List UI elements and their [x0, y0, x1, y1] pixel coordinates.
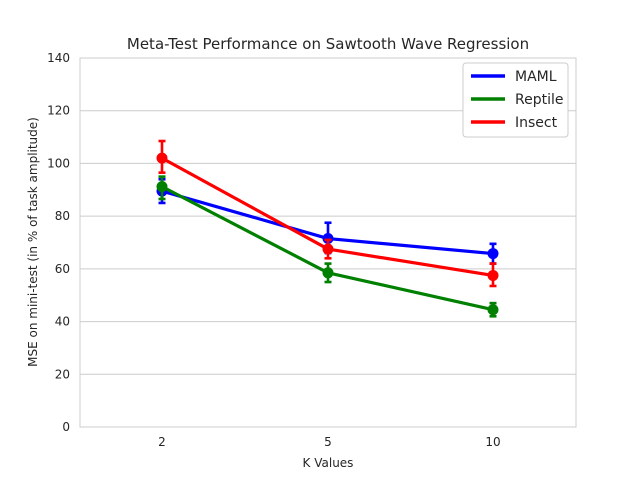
y-tick-label-100: 100 [47, 156, 70, 170]
y-tick-label-60: 60 [55, 262, 70, 276]
legend-box [462, 62, 569, 138]
reptile-point-10 [487, 304, 499, 316]
series-layer [156, 139, 499, 318]
legend-label-insect: Insect [515, 115, 558, 131]
x-tick-labels: 2 5 10 [158, 435, 500, 449]
y-tick-label-80: 80 [55, 209, 70, 223]
legend-label-reptile: Reptile [515, 92, 563, 108]
chart-title: Meta-Test Performance on Sawtooth Wave R… [127, 35, 529, 53]
maml-point-10 [487, 248, 499, 260]
x-tick-label-10: 10 [485, 435, 500, 449]
maml-point-5 [322, 233, 334, 245]
legend: MAML Reptile Insect [462, 62, 569, 138]
series-insect [156, 139, 499, 288]
y-tick-label-140: 140 [47, 51, 70, 65]
y-axis-label: MSE on mini-test (in % of task amplitude… [26, 117, 40, 367]
y-tick-label-120: 120 [47, 104, 70, 118]
y-tick-label-20: 20 [55, 367, 70, 381]
insect-point-2 [156, 152, 168, 164]
legend-label-maml: MAML [515, 69, 557, 85]
reptile-point-5 [322, 267, 334, 279]
y-tick-labels: 0 20 40 60 80 100 120 140 [47, 51, 70, 434]
x-tick-label-5: 5 [324, 435, 332, 449]
series-reptile [156, 175, 499, 318]
x-axis-label: K Values [303, 456, 354, 470]
x-tick-label-2: 2 [158, 435, 166, 449]
y-tick-label-0: 0 [62, 420, 70, 434]
y-tick-label-40: 40 [55, 315, 70, 329]
insect-point-10 [487, 269, 499, 281]
reptile-point-2 [156, 181, 168, 193]
insect-point-5 [322, 243, 334, 255]
